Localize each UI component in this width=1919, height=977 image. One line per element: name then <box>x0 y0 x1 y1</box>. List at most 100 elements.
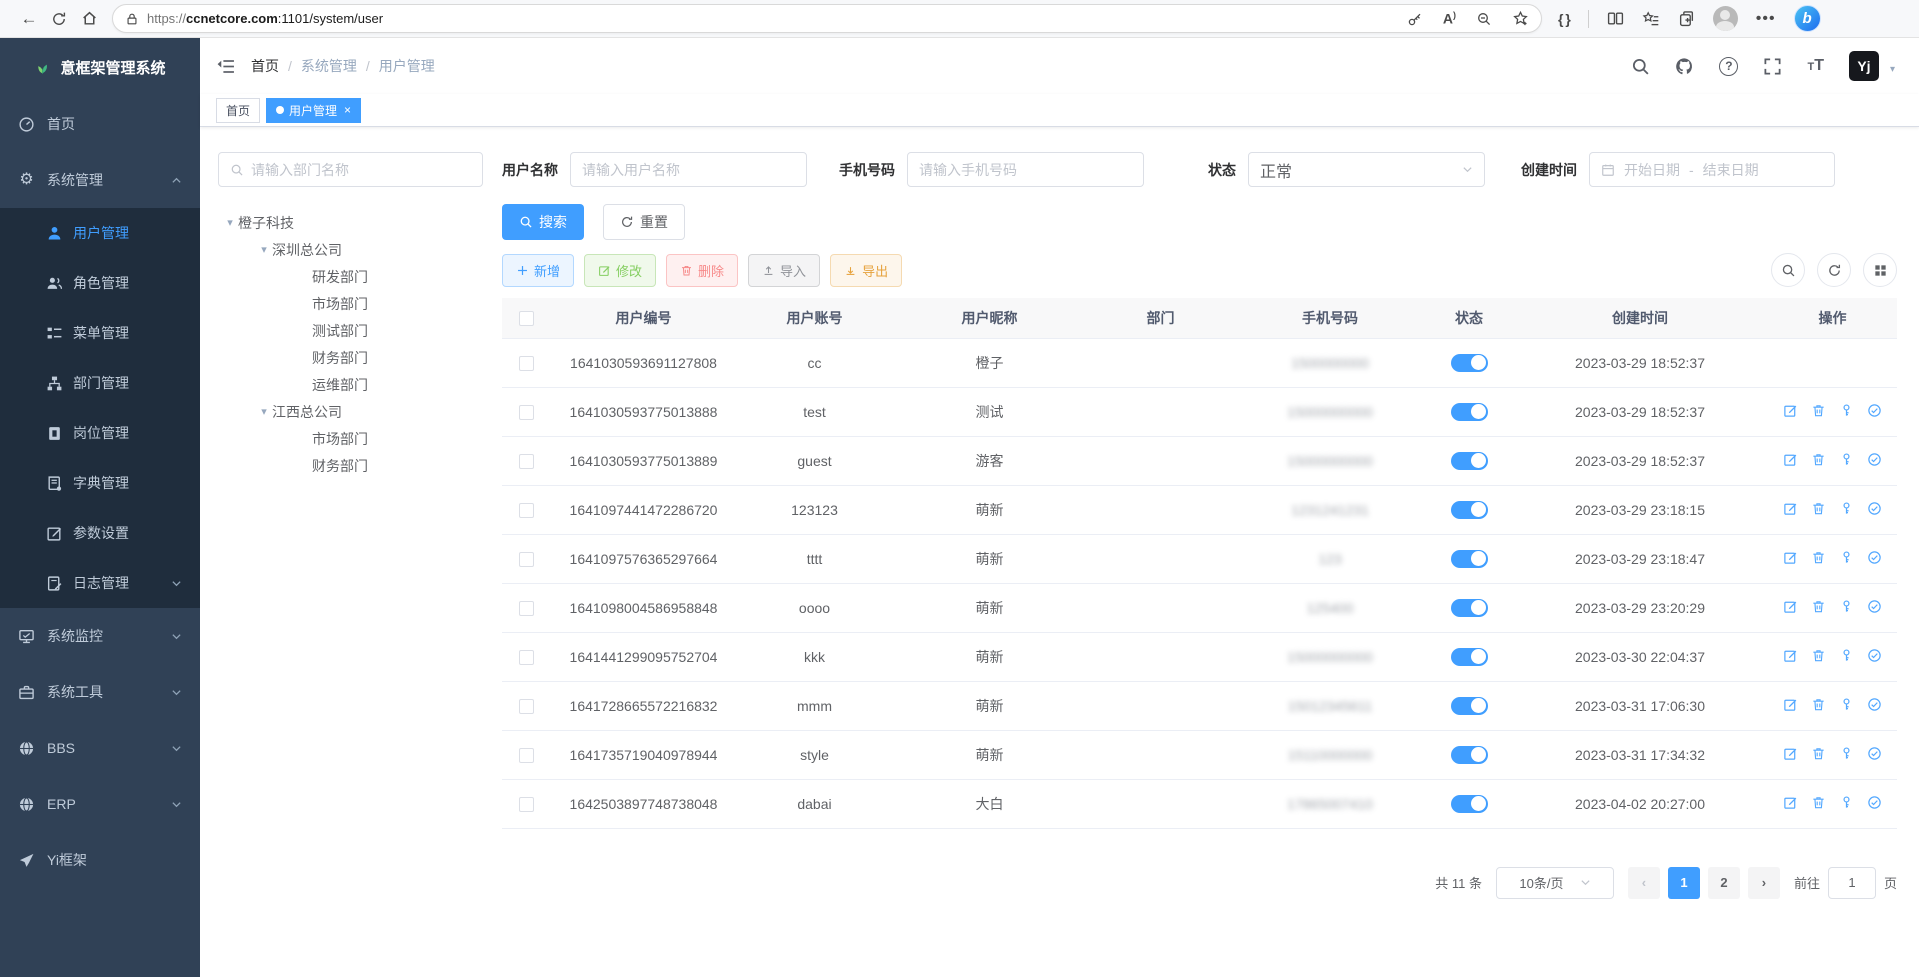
row-reset-password-icon[interactable] <box>1839 697 1854 712</box>
row-delete-icon[interactable] <box>1811 403 1826 418</box>
status-toggle[interactable] <box>1450 353 1488 372</box>
search-button[interactable]: 搜索 <box>502 204 584 240</box>
refresh-table-button[interactable] <box>1817 253 1851 287</box>
row-delete-icon[interactable] <box>1811 501 1826 516</box>
split-screen-icon[interactable] <box>1607 10 1624 27</box>
row-delete-icon[interactable] <box>1811 452 1826 467</box>
row-edit-icon[interactable] <box>1783 746 1798 761</box>
row-delete-icon[interactable] <box>1811 697 1826 712</box>
tree-node[interactable]: ▾ 江西总公司 <box>218 398 483 425</box>
user-avatar[interactable]: Yj <box>1848 51 1879 81</box>
browser-back-icon[interactable]: ← <box>20 8 38 28</box>
sidebar-item-log-mgmt[interactable]: 日志管理 <box>0 558 200 608</box>
status-toggle[interactable] <box>1450 696 1488 715</box>
row-checkbox[interactable] <box>518 404 534 420</box>
caret-down-icon[interactable]: ▾ <box>227 217 233 229</box>
row-assign-role-icon[interactable] <box>1867 403 1882 418</box>
sidebar-item-bbs[interactable]: BBS <box>0 720 200 776</box>
status-toggle[interactable] <box>1450 451 1488 470</box>
row-edit-icon[interactable] <box>1783 599 1798 614</box>
add-button[interactable]: 新增 <box>502 253 575 287</box>
password-key-icon[interactable] <box>1407 11 1423 27</box>
dept-search-input[interactable] <box>251 161 471 178</box>
tree-node[interactable]: ▾ 深圳总公司 <box>218 236 483 263</box>
font-size-icon[interactable]: TT <box>1807 57 1824 74</box>
browser-more-icon[interactable]: ••• <box>1755 9 1776 27</box>
row-checkbox[interactable] <box>518 649 534 665</box>
sidebar-item-post-mgmt[interactable]: 岗位管理 <box>0 408 200 458</box>
row-assign-role-icon[interactable] <box>1867 452 1882 467</box>
read-aloud-icon[interactable]: A) <box>1442 10 1456 27</box>
row-edit-icon[interactable] <box>1783 452 1798 467</box>
row-delete-icon[interactable] <box>1811 648 1826 663</box>
browser-profile-avatar[interactable] <box>1712 6 1738 31</box>
prev-page-button[interactable]: ‹ <box>1627 866 1660 899</box>
browser-refresh-icon[interactable] <box>44 4 74 34</box>
row-delete-icon[interactable] <box>1811 795 1826 810</box>
phone-input[interactable] <box>919 161 1132 178</box>
row-reset-password-icon[interactable] <box>1839 452 1854 467</box>
sidebar-item-user-mgmt[interactable]: 用户管理 <box>0 208 200 258</box>
username-input[interactable] <box>582 161 795 178</box>
avatar-caret-icon[interactable]: ▾ <box>1889 64 1895 75</box>
status-toggle[interactable] <box>1450 549 1488 568</box>
row-delete-icon[interactable] <box>1811 746 1826 761</box>
caret-down-icon[interactable]: ▾ <box>261 406 267 418</box>
reset-button[interactable]: 重置 <box>603 204 685 240</box>
tree-node[interactable]: 运维部门 <box>312 376 368 393</box>
copilot-bing-icon[interactable]: b <box>1793 5 1821 32</box>
row-reset-password-icon[interactable] <box>1839 403 1854 418</box>
sidebar-item-monitor[interactable]: 系统监控 <box>0 608 200 664</box>
row-edit-icon[interactable] <box>1783 648 1798 663</box>
delete-button[interactable]: 删除 <box>666 253 739 287</box>
sidebar-item-menu-mgmt[interactable]: 菜单管理 <box>0 308 200 358</box>
row-edit-icon[interactable] <box>1783 697 1798 712</box>
tag-user-mgmt[interactable]: 用户管理 × <box>266 97 362 123</box>
row-checkbox[interactable] <box>518 600 534 616</box>
row-reset-password-icon[interactable] <box>1839 599 1854 614</box>
import-button[interactable]: 导入 <box>748 253 821 287</box>
row-checkbox[interactable] <box>518 747 534 763</box>
tree-node[interactable]: 测试部门 <box>312 322 368 339</box>
row-assign-role-icon[interactable] <box>1867 697 1882 712</box>
goto-page-input[interactable] <box>1827 866 1876 899</box>
row-checkbox[interactable] <box>518 698 534 714</box>
export-button[interactable]: 导出 <box>830 253 903 287</box>
favorites-bar-icon[interactable] <box>1642 10 1660 28</box>
page-button-2[interactable]: 2 <box>1707 866 1740 899</box>
page-button-1[interactable]: 1 <box>1667 866 1700 899</box>
sidebar-item-erp[interactable]: ERP <box>0 776 200 832</box>
status-toggle[interactable] <box>1450 647 1488 666</box>
browser-essentials-icon[interactable]: { } <box>1558 10 1571 27</box>
row-assign-role-icon[interactable] <box>1867 550 1882 565</box>
row-edit-icon[interactable] <box>1783 501 1798 516</box>
edit-button[interactable]: 修改 <box>584 253 657 287</box>
status-toggle[interactable] <box>1450 500 1488 519</box>
breadcrumb-home[interactable]: 首页 <box>251 58 279 74</box>
show-search-toggle-button[interactable] <box>1771 253 1805 287</box>
row-edit-icon[interactable] <box>1783 403 1798 418</box>
row-checkbox[interactable] <box>518 502 534 518</box>
row-delete-icon[interactable] <box>1811 599 1826 614</box>
address-bar[interactable]: https://ccnetcore.com:1101/system/user A… <box>112 4 1542 33</box>
favorite-add-icon[interactable] <box>1512 10 1529 27</box>
tree-node[interactable]: ▾ 橙子科技 <box>218 209 483 236</box>
date-range-picker[interactable]: 开始日期 - 结束日期 <box>1589 152 1835 187</box>
search-icon[interactable] <box>1631 57 1650 76</box>
row-edit-icon[interactable] <box>1783 795 1798 810</box>
status-toggle[interactable] <box>1450 402 1488 421</box>
sidebar-item-dict-mgmt[interactable]: 字典管理 <box>0 458 200 508</box>
tag-home[interactable]: 首页 <box>216 97 261 123</box>
breadcrumb-system[interactable]: 系统管理 <box>300 58 357 74</box>
status-toggle[interactable] <box>1450 794 1488 813</box>
tree-node[interactable]: 财务部门 <box>312 349 368 366</box>
row-checkbox[interactable] <box>518 355 534 371</box>
help-icon[interactable]: ? <box>1719 56 1739 76</box>
sidebar-item-dept-mgmt[interactable]: 部门管理 <box>0 358 200 408</box>
row-edit-icon[interactable] <box>1783 550 1798 565</box>
row-checkbox[interactable] <box>518 551 534 567</box>
sidebar-item-role-mgmt[interactable]: 角色管理 <box>0 258 200 308</box>
zoom-out-icon[interactable] <box>1476 11 1492 27</box>
page-size-select[interactable]: 10条/页 <box>1495 866 1614 899</box>
row-checkbox[interactable] <box>518 453 534 469</box>
